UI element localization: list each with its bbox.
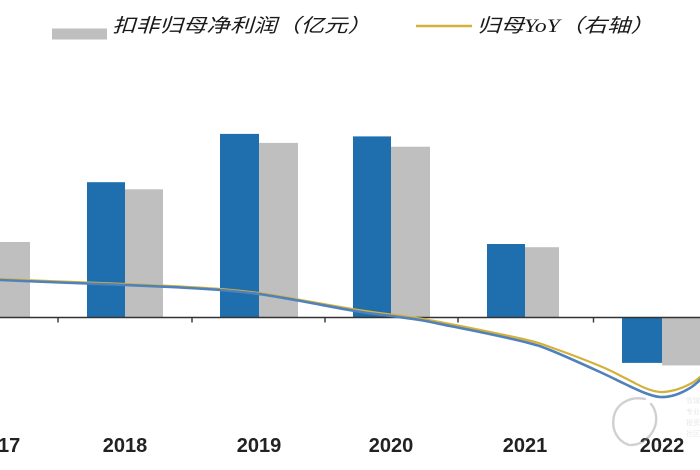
- svg-text:雪球: 雪球: [686, 396, 700, 405]
- svg-text:2020: 2020: [369, 435, 414, 457]
- svg-text:2019: 2019: [237, 435, 282, 457]
- svg-text:2021: 2021: [503, 435, 548, 457]
- svg-text:2018: 2018: [103, 435, 148, 457]
- svg-text:专业: 专业: [686, 407, 700, 416]
- svg-text:归母YoY（右轴）: 归母YoY（右轴）: [477, 15, 654, 36]
- svg-text:社区: 社区: [686, 429, 700, 438]
- svg-text:投资: 投资: [686, 418, 700, 427]
- svg-text:扣非归母净利润（亿元）: 扣非归母净利润（亿元）: [112, 15, 371, 36]
- svg-text:2017: 2017: [0, 435, 20, 457]
